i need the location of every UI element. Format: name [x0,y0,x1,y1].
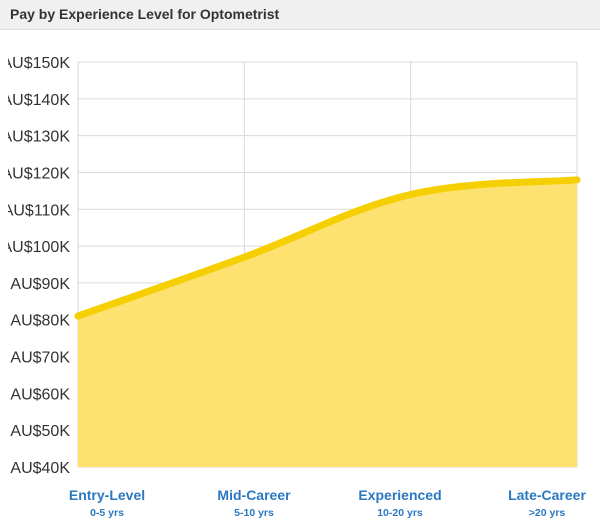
chart-title: Pay by Experience Level for Optometrist [10,6,280,22]
category-sublabel-3: >20 yrs [529,507,566,519]
area-series [74,176,581,467]
category-sublabel-2: 10-20 yrs [377,507,423,519]
category-label-1: Mid-Career [217,487,291,503]
y-tick-label-4: AU$80K [10,313,70,330]
category-label-2: Experienced [358,487,441,503]
y-axis-ticks: AU$40K AU$50K AU$60K AU$70K AU$80K AU$90K AU$1… [2,55,71,477]
x-axis-categories: Entry-Level 0-5 yrs Mid-Career 5-10 yrs Expe… [69,487,587,519]
category-label-3: Late-Career [508,487,586,503]
y-tick-label-9: AU$130K [2,129,71,146]
y-tick-label-3: AU$70K [10,350,70,367]
y-tick-label-2: AU$60K [10,386,70,403]
y-tick-label-1: AU$50K [10,423,70,440]
y-tick-label-5: AU$90K [10,276,70,293]
y-tick-label-8: AU$120K [2,165,71,182]
y-tick-label-10: AU$140K [2,92,71,109]
chart-header: Pay by Experience Level for Optometrist [0,0,600,30]
y-tick-label-11: AU$150K [2,55,71,72]
category-sublabel-0: 0-5 yrs [90,507,124,519]
y-tick-label-6: AU$100K [2,239,71,256]
y-tick-label-7: AU$110K [3,202,71,219]
y-tick-label-0: AU$40K [10,460,70,477]
pay-area-fill [78,179,577,467]
pay-line [74,176,581,320]
category-label-0: Entry-Level [69,487,145,503]
category-sublabel-1: 5-10 yrs [234,507,274,519]
